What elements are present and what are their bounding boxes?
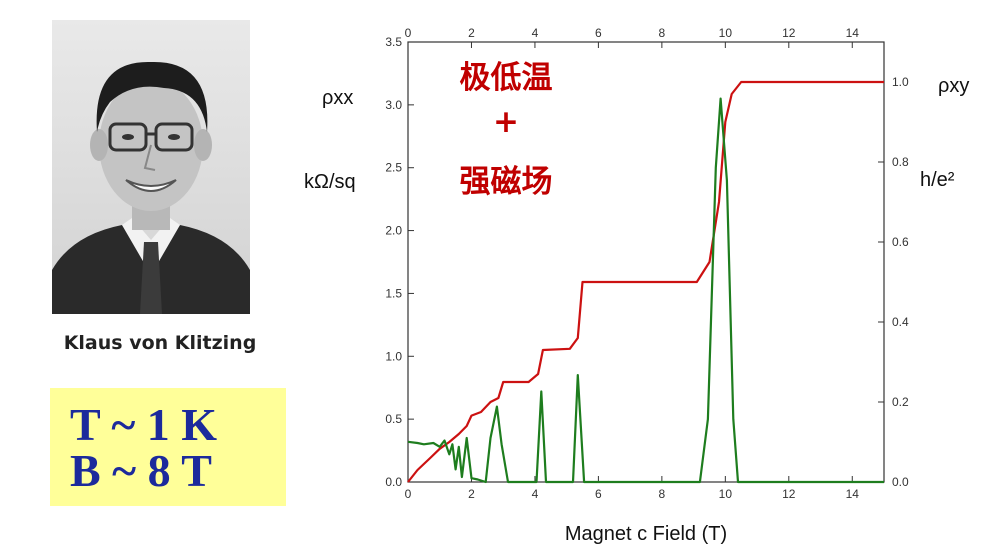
data-series <box>407 80 884 484</box>
right-tick-label: 0.2 <box>892 395 909 409</box>
left-tick-label: 1.0 <box>385 349 402 363</box>
left-tick-label: 0.5 <box>385 412 402 426</box>
axis-ticks: 0 0 2 2 4 4 6 6 8 8 10 10 12 12 14 14 0.0 0.5 1.0 1.5 2.0 2.5… <box>385 26 909 501</box>
portrait-caption: Klaus von Klitzing <box>63 332 257 354</box>
plot-frame <box>407 41 885 483</box>
x-axis-label: Magnet c Field (T) <box>565 523 727 545</box>
left-tick-label: 2.0 <box>385 224 402 238</box>
right-tick-label: 0.8 <box>892 155 909 169</box>
right-tick-label: 0.0 <box>892 475 909 489</box>
temperature-condition: T ~ 1 K <box>70 399 218 450</box>
right-axis-label-symbol: ρxy <box>938 75 969 97</box>
annotation-low-temperature: 极低温 <box>460 60 553 96</box>
x-tick-label-bottom: 0 <box>405 487 412 501</box>
rho-xx-line <box>407 97 884 484</box>
klitzing-portrait <box>52 20 250 314</box>
x-tick-label-bottom: 2 <box>468 487 475 501</box>
x-tick-label-top: 2 <box>468 26 475 40</box>
x-tick-label-top: 4 <box>532 26 539 40</box>
right-tick-label: 1.0 <box>892 75 909 89</box>
rho-xy-line <box>407 80 884 483</box>
left-tick-label: 0.0 <box>385 475 402 489</box>
left-axis-label-unit: kΩ/sq <box>304 171 356 193</box>
annotation-strong-field: 强磁场 <box>460 164 553 200</box>
x-tick-label-bottom: 4 <box>532 487 539 501</box>
x-tick-label-bottom: 12 <box>782 487 796 501</box>
x-tick-label-bottom: 14 <box>846 487 860 501</box>
left-tick-label: 3.5 <box>385 35 402 49</box>
x-tick-label-top: 12 <box>782 26 796 40</box>
right-tick-label: 0.6 <box>892 235 909 249</box>
x-tick-label-bottom: 8 <box>659 487 666 501</box>
x-tick-label-top: 6 <box>595 26 602 40</box>
x-tick-label-top: 14 <box>846 26 860 40</box>
left-axis-label-symbol: ρxx <box>322 87 353 109</box>
x-tick-label-top: 10 <box>719 26 733 40</box>
right-axis-label-unit: h/e² <box>920 169 955 191</box>
x-tick-label-bottom: 6 <box>595 487 602 501</box>
left-tick-label: 2.5 <box>385 161 402 175</box>
left-tick-label: 1.5 <box>385 286 402 300</box>
conditions-box: T ~ 1 K B ~ 8 T <box>50 388 286 506</box>
x-tick-label-bottom: 10 <box>719 487 733 501</box>
x-tick-label-top: 0 <box>405 26 412 40</box>
field-condition: B ~ 8 T <box>70 445 212 496</box>
portrait-illustration <box>52 61 250 314</box>
quantum-hall-chart: 0 0 2 2 4 4 6 6 8 8 10 10 12 12 14 14 0.0 0.5 1.0 1.5 2.0 2.5… <box>304 26 969 545</box>
right-tick-label: 0.4 <box>892 315 909 329</box>
x-tick-label-top: 8 <box>659 26 666 40</box>
annotation-plus: + <box>493 104 519 140</box>
left-tick-label: 3.0 <box>385 98 402 112</box>
